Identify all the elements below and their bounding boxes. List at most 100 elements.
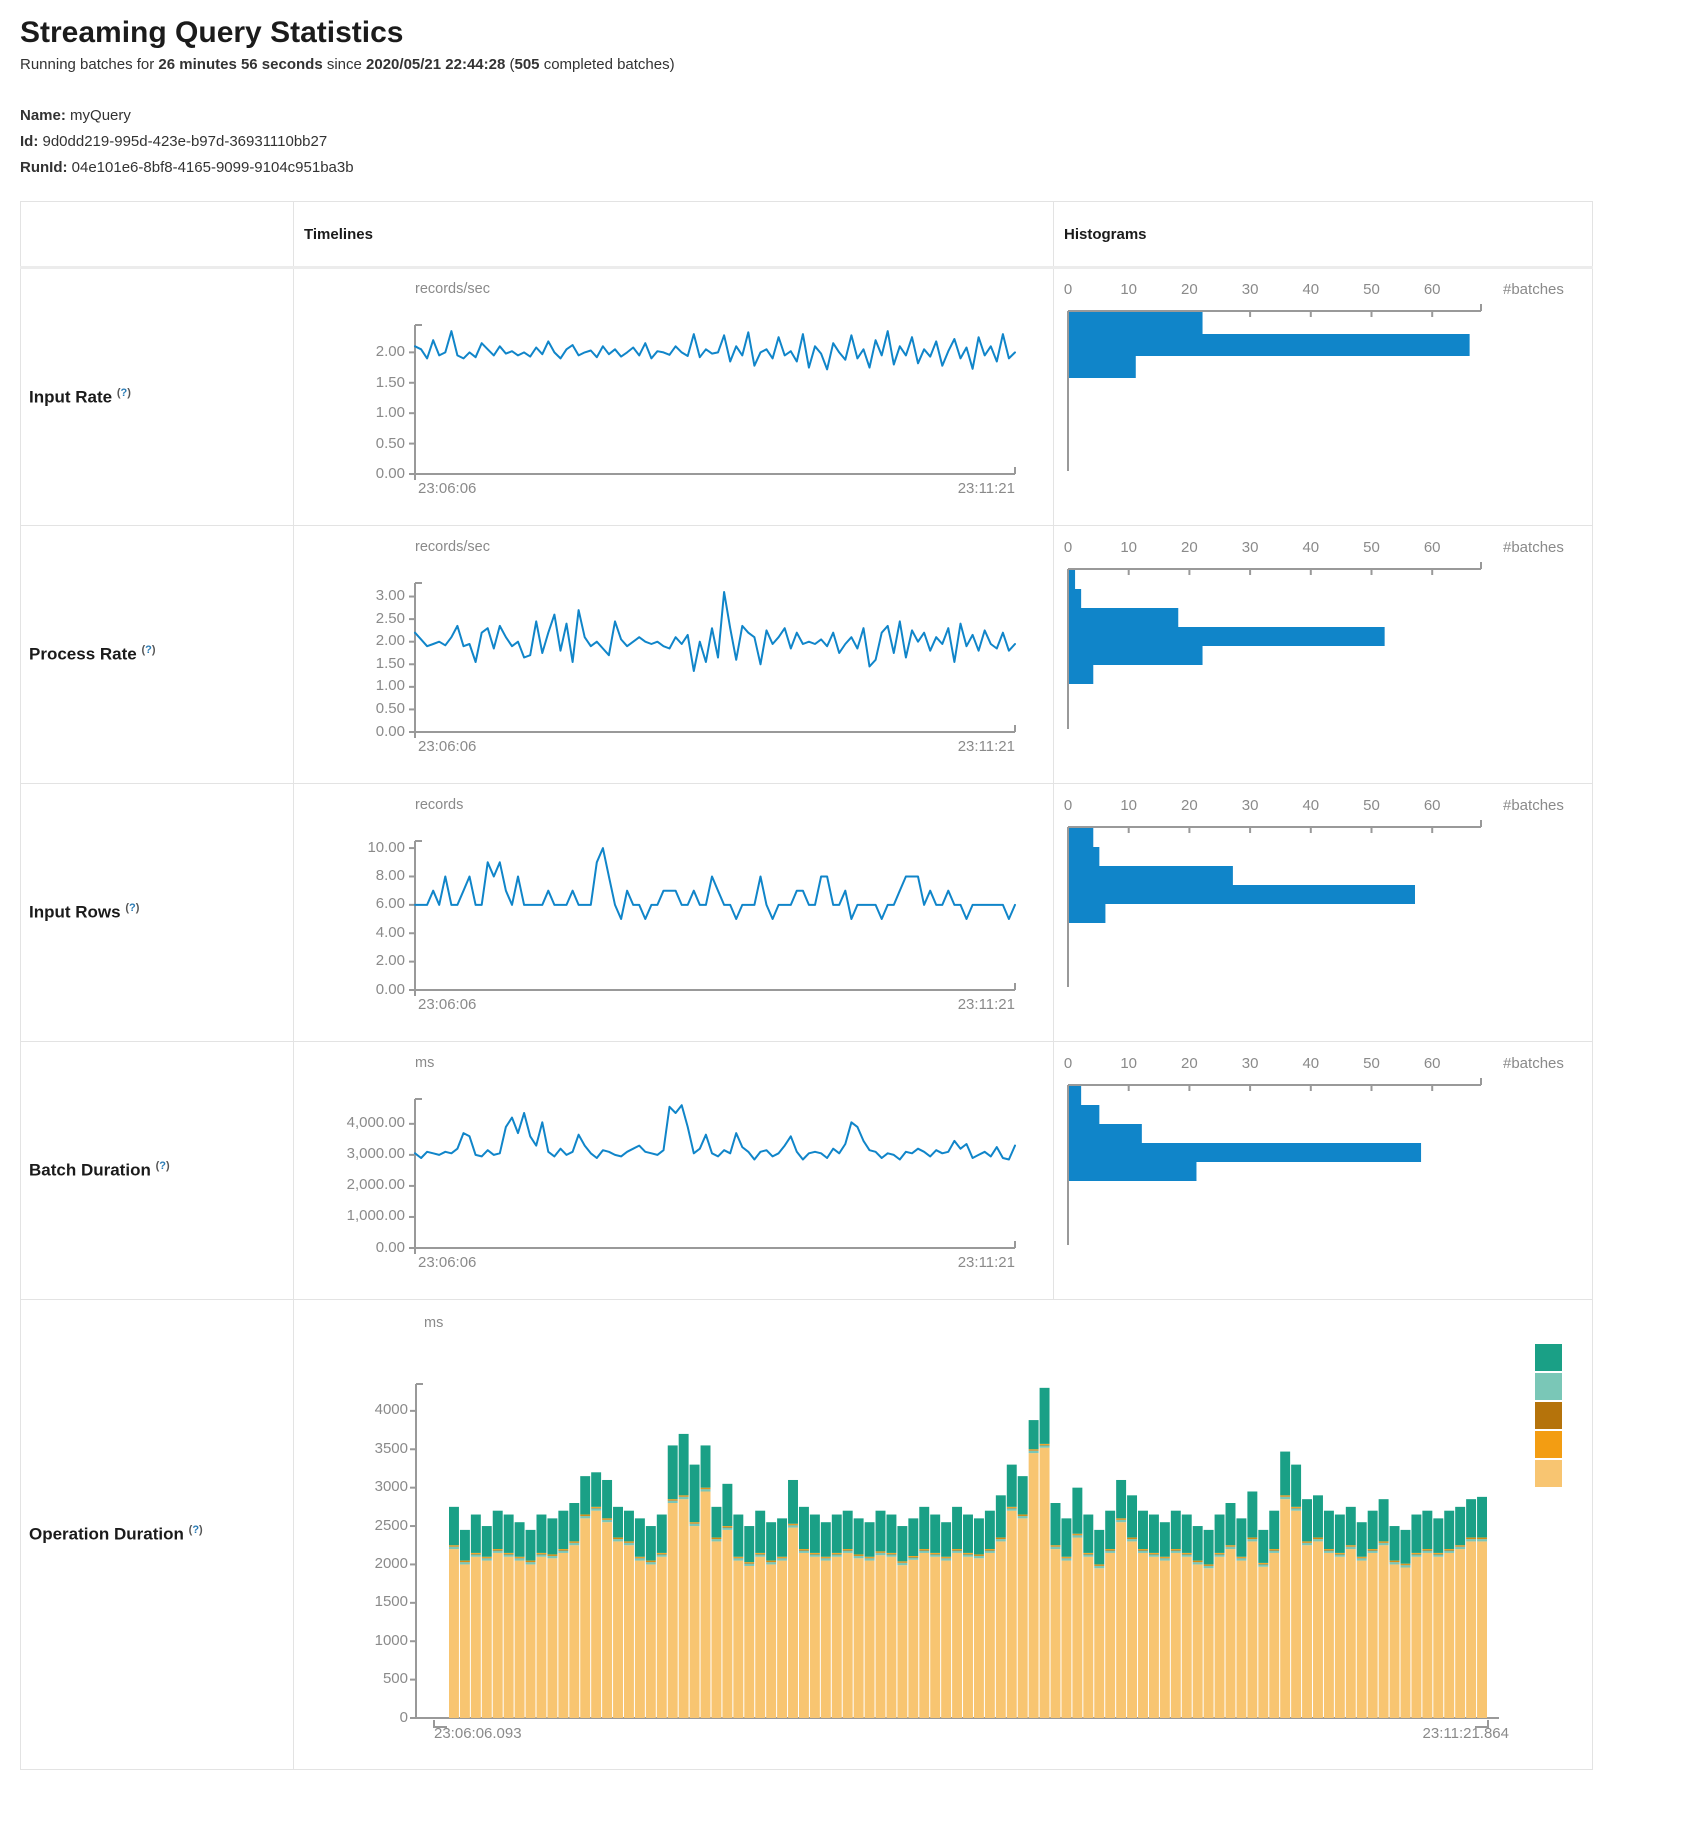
batches-axis-label: #batches (1503, 796, 1564, 814)
summary-text: Running batches for (20, 56, 159, 73)
summary-text: completed batches) (539, 56, 675, 73)
hist-tick-label: 40 (1302, 796, 1320, 814)
row-label-input-rate: Input Rate (?) (29, 386, 131, 407)
table-row-input-rows: Input Rows (?) records 10.00 8.00 6.00 4.00 2… (20, 783, 1593, 1042)
hist-tick-label: 0 (1063, 281, 1073, 298)
hist-tick-label: 20 (1181, 538, 1198, 556)
y-tick-label: 1500 (374, 1593, 408, 1611)
y-tick-label: 10.00 (367, 838, 405, 856)
y-tick-label: 3,000.00 (346, 1145, 405, 1163)
x-axis-end-label: 23:11:21 (957, 480, 1015, 497)
legend (1535, 1343, 1562, 1489)
start-timestamp: 2020/05/21 22:44:28 (366, 56, 506, 73)
batches-axis-label: #batches (1503, 538, 1564, 556)
x-axis-start-label: 23:06:06.093 (434, 1724, 522, 1742)
hist-tick-label: 50 (1363, 281, 1380, 298)
timeline-plot (409, 324, 1016, 480)
batches-axis-label: #batches (1503, 281, 1564, 298)
x-axis-end-label: 23:11:21 (957, 1253, 1015, 1271)
hist-tick-label: 40 (1302, 538, 1320, 556)
timeline-plot (409, 581, 1016, 738)
timeline-plot (409, 1097, 1016, 1254)
page-title: Streaming Query Statistics (20, 16, 404, 49)
help-icon[interactable]: (?) (188, 1524, 203, 1537)
y-tick-label: 4,000.00 (346, 1114, 405, 1132)
y-tick-label: 4.00 (375, 923, 405, 941)
y-tick-label: 0.00 (375, 1238, 405, 1256)
batches-axis-label: #batches (1503, 1054, 1564, 1072)
y-tick-label: 3.00 (375, 587, 405, 605)
row-label-process-rate: Process Rate (?) (29, 644, 156, 664)
legend-swatch-ochre (1535, 1401, 1562, 1429)
y-tick-label: 4000 (374, 1401, 408, 1419)
id-label: Id: (20, 133, 39, 150)
y-tick-label: 8.00 (375, 866, 405, 884)
y-tick-label: 2.50 (375, 609, 405, 627)
table-header-row: Timelines Histograms (20, 201, 1593, 269)
query-name: myQuery (70, 107, 131, 124)
hist-tick-label: 60 (1423, 538, 1441, 556)
timelines-header-label: Timelines (304, 225, 373, 243)
process-rate-timeline-chart: records/sec 3.00 2.50 2.00 1.50 1.00 0.50 0.00 2… (294, 527, 1053, 783)
runid-label: RunId: (20, 159, 68, 176)
header-histograms: Histograms (1053, 201, 1593, 269)
y-tick-label: 2.00 (375, 952, 405, 970)
table-row-input-rate: Input Rate (?) records/sec 2.00 1.50 1.00 0.… (20, 267, 1593, 526)
hist-tick-label: 30 (1241, 796, 1259, 814)
legend-swatch-lightTeal (1535, 1372, 1562, 1400)
y-tick-label: 0.50 (375, 699, 405, 717)
histogram-plot (1067, 304, 1482, 471)
histogram-plot (1067, 819, 1482, 987)
histogram-plot (1067, 561, 1482, 729)
legend-swatch-tan (1535, 1459, 1562, 1487)
y-tick-label: 1.00 (375, 677, 405, 695)
y-axis-unit-label: ms (415, 1054, 435, 1071)
hist-tick-label: 0 (1063, 538, 1073, 556)
hist-tick-label: 10 (1120, 796, 1138, 814)
hist-tick-label: 20 (1181, 1054, 1198, 1072)
histograms-header-label: Histograms (1064, 225, 1147, 243)
y-tick-label: 6.00 (375, 895, 405, 913)
hist-tick-label: 40 (1302, 281, 1320, 298)
y-tick-label: 0.00 (375, 465, 405, 482)
hist-tick-label: 10 (1120, 1054, 1138, 1072)
row-label-operation-duration: Operation Duration (?) (29, 1524, 203, 1544)
query-metadata: Name: myQuery Id: 9d0dd219-995d-423e-b97… (20, 103, 1693, 181)
hist-tick-label: 20 (1181, 281, 1198, 298)
y-tick-label: 0.00 (375, 980, 405, 998)
hist-tick-label: 30 (1241, 1054, 1259, 1072)
hist-tick-label: 10 (1120, 281, 1138, 298)
query-id: 9d0dd219-995d-423e-b97d-36931110bb27 (42, 133, 328, 150)
y-tick-label: 0 (399, 1708, 408, 1726)
batch-duration-timeline-chart: ms 4,000.00 3,000.00 2,000.00 1,000.00 0.00 23… (294, 1043, 1053, 1299)
legend-swatch-orange (1535, 1430, 1562, 1458)
statistics-table: Timelines Histograms Input Rate (?) reco… (20, 201, 1593, 1770)
hist-tick-label: 60 (1423, 1054, 1441, 1072)
y-tick-label: 2000 (374, 1554, 408, 1572)
input-rows-histogram-chart: 0 10 20 30 40 50 60 #batches (1054, 785, 1592, 1041)
y-tick-label: 2,000.00 (346, 1176, 405, 1194)
y-axis-unit-label: ms (424, 1314, 444, 1331)
y-tick-label: 1.50 (375, 373, 405, 391)
y-tick-label: 0.00 (375, 722, 405, 740)
batch-duration-histogram-chart: 0 10 20 30 40 50 60 #batches (1054, 1043, 1592, 1299)
hist-tick-label: 50 (1363, 1054, 1380, 1072)
help-icon[interactable]: (?) (141, 644, 156, 657)
help-icon[interactable]: (?) (155, 1160, 170, 1173)
help-icon[interactable]: (?) (125, 902, 140, 915)
y-axis-unit-label: records/sec (415, 538, 490, 555)
hist-tick-label: 30 (1241, 281, 1259, 298)
x-axis-start-label: 23:06:06 (418, 480, 477, 497)
query-runid-row: RunId: 04e101e6-8bf8-4165-9099-9104c951b… (20, 155, 1693, 181)
hist-tick-label: 20 (1181, 796, 1198, 814)
query-runid: 04e101e6-8bf8-4165-9099-9104c951ba3b (71, 159, 354, 176)
help-icon[interactable]: (?) (116, 386, 131, 399)
summary-text: ( (505, 56, 515, 73)
y-tick-label: 1.50 (375, 654, 405, 672)
name-label: Name: (20, 107, 66, 124)
hist-tick-label: 50 (1363, 796, 1380, 814)
hist-tick-label: 60 (1423, 281, 1441, 298)
running-duration: 26 minutes 56 seconds (158, 56, 323, 73)
header-empty-cell (20, 201, 294, 269)
running-batches-summary: Running batches for 26 minutes 56 second… (20, 56, 1693, 73)
